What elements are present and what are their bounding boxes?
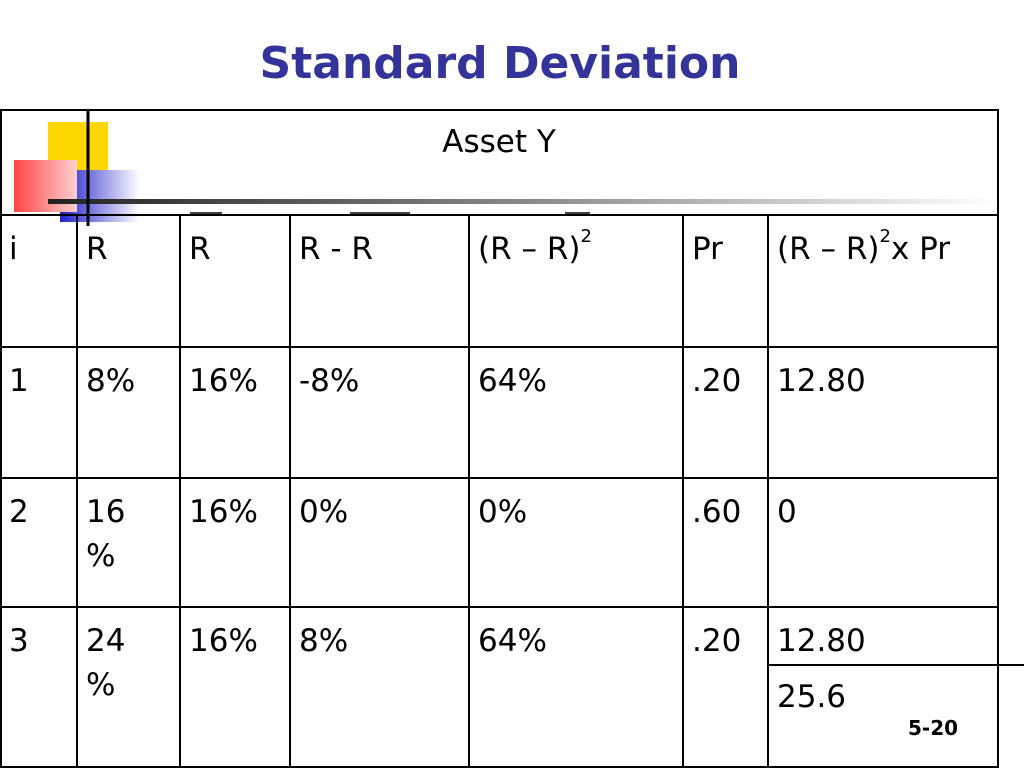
cell-text: 24% <box>86 623 126 703</box>
table-cell: 0% <box>469 478 527 534</box>
table-cell: 0% <box>290 478 348 534</box>
cell-text: 16% <box>189 494 258 530</box>
table-cell: .60 <box>683 478 741 534</box>
table-cell: 64% <box>469 347 547 403</box>
table-cell: -8% <box>290 347 359 403</box>
cell-text: -8% <box>299 363 360 399</box>
deco-square <box>14 160 77 212</box>
table-cell: 8% <box>77 347 146 403</box>
page-number: 5-20 <box>908 716 959 740</box>
header-cell: i <box>9 231 18 267</box>
table-cell: 8% <box>290 607 348 663</box>
header-text: (R – R) <box>777 231 880 267</box>
deco-line <box>48 199 1000 204</box>
cell-text: 8% <box>86 363 136 399</box>
cell-text: 64% <box>478 623 547 659</box>
header-cell: Pr <box>692 231 723 267</box>
header-cell: R <box>189 231 211 267</box>
cell-text: 16% <box>189 363 258 399</box>
cell-text: 0% <box>299 494 349 530</box>
cell-text: 0 <box>777 494 797 530</box>
cell-text: 8% <box>299 623 349 659</box>
table-cell: .20 <box>683 607 741 663</box>
table-cell: 16% <box>180 607 258 663</box>
table-cell: .20 <box>683 347 741 403</box>
table-cell: 16% <box>77 478 146 578</box>
table-cell: 12.80 <box>768 347 866 403</box>
cell-text: 2 <box>9 494 29 530</box>
table-cell: 2 <box>0 478 29 534</box>
table-cell: 64% <box>469 607 547 663</box>
superscript: 2 <box>580 226 592 247</box>
cell-text: 64% <box>478 363 547 399</box>
table-grid <box>0 109 1024 768</box>
table-cell: 24% <box>77 607 146 707</box>
table-cell: 16% <box>180 347 258 403</box>
slide-title: Standard Deviation <box>259 38 741 89</box>
cell-text: 12.80 <box>777 363 866 399</box>
total-cell: 25.6 <box>777 679 847 715</box>
header-cell: (R – R)2 <box>469 215 592 271</box>
header-text: (R – R) <box>478 231 581 267</box>
table-caption: Asset Y <box>442 124 556 160</box>
cell-text: .60 <box>692 494 742 530</box>
cell-text: .20 <box>692 623 742 659</box>
superscript: 2 <box>879 226 891 247</box>
cell-text: 0% <box>478 494 528 530</box>
header-text: x Pr <box>890 231 951 267</box>
cell-text: 16% <box>86 494 126 574</box>
cell-text: .20 <box>692 363 742 399</box>
header-cell: (R – R)2x Pr <box>768 215 950 271</box>
cell-text: 1 <box>9 363 29 399</box>
header-cell: R <box>86 231 108 267</box>
cell-text: 12.80 <box>777 623 866 659</box>
cell-text: 3 <box>9 623 29 659</box>
table-cell: 12.80 <box>768 607 866 663</box>
table-cell: 3 <box>0 607 29 663</box>
cell-text: 16% <box>189 623 258 659</box>
table-cell: 16% <box>180 478 258 534</box>
table-cell: 1 <box>0 347 29 403</box>
header-cell: R - R <box>299 231 373 267</box>
table-cell: 0 <box>768 478 797 534</box>
